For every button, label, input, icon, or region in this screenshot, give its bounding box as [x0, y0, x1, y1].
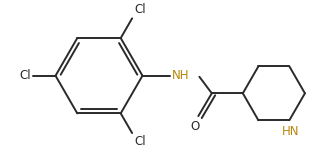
Text: Cl: Cl: [19, 69, 31, 82]
Text: NH: NH: [171, 69, 189, 82]
Text: HN: HN: [282, 125, 299, 138]
Text: Cl: Cl: [134, 135, 146, 148]
Text: O: O: [191, 120, 200, 133]
Text: Cl: Cl: [134, 3, 146, 16]
